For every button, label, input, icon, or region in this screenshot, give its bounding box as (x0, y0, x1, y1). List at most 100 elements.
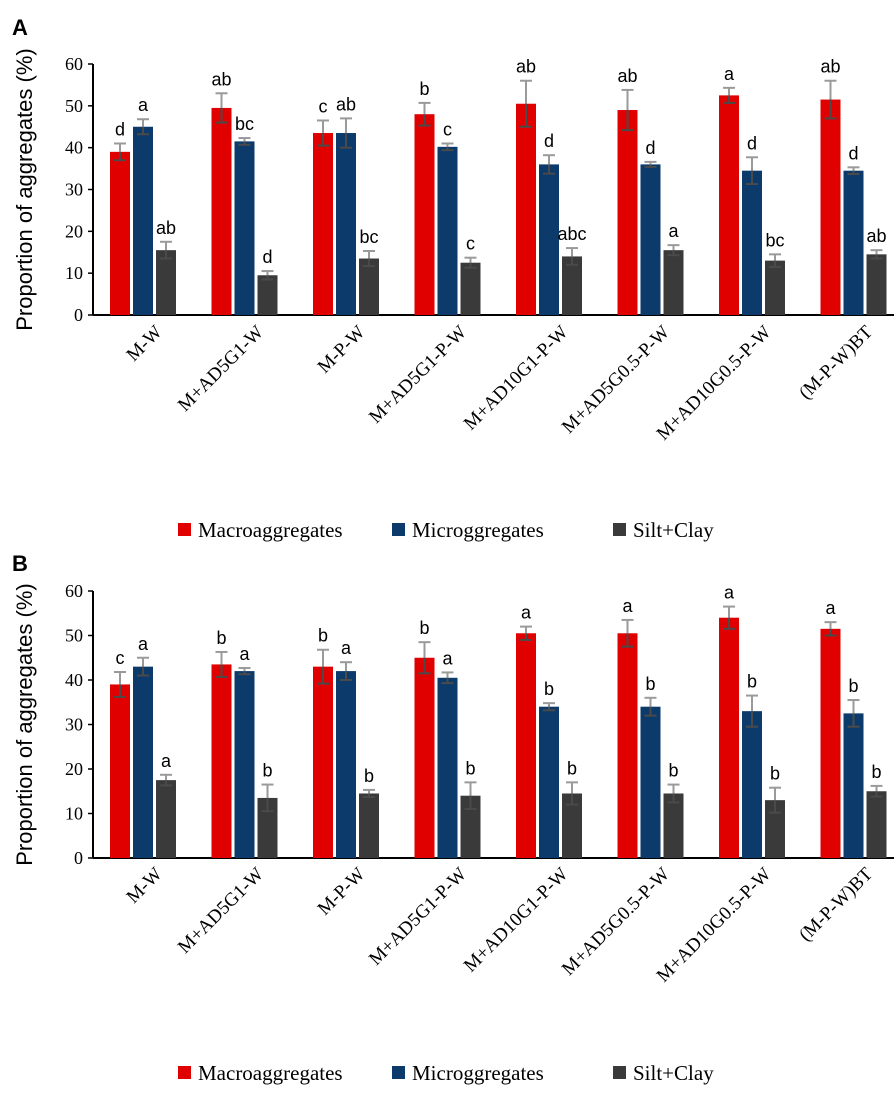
panel-a-label: A (12, 15, 28, 40)
panel-a-category-label: M-P-W (314, 322, 370, 378)
panel-a-bar (866, 254, 887, 315)
panel-b-significance-letter: b (848, 676, 858, 696)
panel-a-bar (562, 256, 582, 315)
panel-a-significance-letter: c (319, 96, 328, 116)
panel-b-legend-label: Microggregates (412, 1061, 544, 1085)
panel-a-y-tick-label: 50 (65, 96, 83, 116)
panel-b-significance-letter: b (645, 674, 655, 694)
panel-b-bar (437, 677, 458, 858)
panel-a-legend-label: Macroaggregates (198, 518, 343, 542)
panel-a-bar (460, 262, 481, 315)
panel-a-y-tick-label: 20 (65, 221, 83, 241)
panel-b-significance-letter: b (262, 761, 272, 781)
panel-a-significance-letter: d (262, 247, 272, 267)
panel-b-bar (516, 633, 536, 858)
panel-a-significance-letter: ab (617, 66, 637, 86)
panel-b-category-label: M+AD10G0.5-P-W (653, 864, 776, 987)
panel-b-significance-letter: b (318, 626, 328, 646)
panel-b-bar (539, 706, 559, 858)
panel-b-bar (765, 800, 785, 858)
panel-b-significance-letter: a (239, 644, 250, 664)
panel-a-significance-letter: a (138, 95, 149, 115)
panel-a-bar (313, 133, 333, 315)
panel-a-significance-letter: d (115, 119, 125, 139)
panel-b-category-label: (M-P-W)BT (795, 863, 877, 945)
panel-b-y-tick-label: 40 (65, 670, 83, 690)
panel-b-significance-letter: a (442, 648, 453, 668)
panel-a-significance-letter: d (544, 131, 554, 151)
panel-b-bar (234, 671, 255, 858)
panel-a-significance-letter: ab (156, 218, 176, 238)
panel-b-significance-letter: a (521, 603, 532, 623)
panel-a-bar (663, 250, 684, 315)
panel-b-significance-letter: b (567, 758, 577, 778)
panel-b-significance-letter: b (770, 764, 780, 784)
panel-a-bar (257, 275, 278, 315)
panel-b-legend-label: Macroaggregates (198, 1061, 343, 1085)
panel-b-legend-swatch (613, 1066, 626, 1079)
panel-a-bar (156, 250, 176, 315)
panel-a-category-label: M-W (123, 322, 167, 366)
panel-a-bar (719, 95, 739, 315)
panel-a-category-label: M+AD10G0.5-P-W (653, 322, 776, 445)
panel-b-legend-swatch (178, 1066, 191, 1079)
panel-a-significance-letter: abc (557, 224, 586, 244)
panel-b-y-tick-label: 60 (65, 581, 83, 601)
panel-b-significance-letter: a (825, 598, 836, 618)
panel-a-significance-letter: b (419, 79, 429, 99)
panel-b-bar (843, 713, 864, 858)
panel-a-significance-letter: a (668, 221, 679, 241)
panel-b-category-label: M+AD5G1-W (174, 864, 268, 958)
panel-a-bar (336, 133, 356, 315)
panel-b-bar (156, 780, 176, 858)
panel-a-bar (640, 164, 661, 315)
panel-a-significance-letter: ab (336, 94, 356, 114)
panel-a-bar (211, 107, 232, 315)
panel-b-significance-letter: a (138, 634, 149, 654)
panel-b-bar (359, 793, 379, 858)
panel-b-bar (313, 666, 333, 858)
panel-a-significance-letter: bc (235, 114, 254, 134)
panel-a-bar (765, 260, 785, 315)
panel-a-category-label: M+AD5G1-P-W (365, 322, 471, 428)
panel-b-bar (719, 617, 739, 858)
panel-b-bar (133, 666, 153, 858)
panel-b-bar (663, 793, 684, 858)
panel-b-bar (742, 711, 762, 858)
panel-b-label: B (12, 551, 28, 576)
panel-a-y-axis-label: Proportion of aggregates (%) (12, 48, 37, 331)
panel-a-significance-letter: d (645, 138, 655, 158)
panel-a-legend-swatch (613, 523, 626, 536)
panel-a-significance-letter: ab (211, 69, 231, 89)
panel-b-bar (820, 628, 841, 858)
panel-b-bar (414, 657, 435, 858)
panel-a-significance-letter: d (747, 133, 757, 153)
panel-b-legend-label: Silt+Clay (633, 1061, 714, 1085)
panel-b-y-tick-label: 20 (65, 759, 83, 779)
panel-b-bar (211, 664, 232, 858)
panel-b-significance-letter: b (871, 762, 881, 782)
panel-b-significance-letter: c (116, 648, 125, 668)
panel-a-bar (617, 110, 638, 316)
panel-a-significance-letter: c (466, 234, 475, 254)
panel-a-significance-letter: c (443, 119, 452, 139)
panel-b-category-label: M+AD5G1-P-W (365, 864, 471, 970)
panel-a-y-tick-label: 0 (74, 305, 83, 325)
panel-b-category-label: M-P-W (314, 864, 370, 920)
panel-b-significance-letter: a (161, 751, 172, 771)
panel-a-bar (110, 151, 130, 315)
panel-b-category-label: M+AD10G1-P-W (460, 864, 573, 977)
panel-b-bar (110, 684, 130, 858)
panel-a-category-label: (M-P-W)BT (795, 321, 877, 403)
panel-b-bar (640, 706, 661, 858)
panel-b-y-axis-label: Proportion of aggregates (%) (12, 583, 37, 866)
panel-a-significance-letter: ab (820, 57, 840, 77)
panel-a-legend-label: Microggregates (412, 518, 544, 542)
panel-b-significance-letter: b (465, 758, 475, 778)
panel-a-bar (516, 103, 536, 315)
panel-a-y-tick-label: 10 (65, 263, 83, 283)
panel-b-bar (257, 797, 278, 858)
panel-b-significance-letter: b (747, 672, 757, 692)
panel-b-legend-swatch (392, 1066, 405, 1079)
panel-a-bar (843, 170, 864, 315)
